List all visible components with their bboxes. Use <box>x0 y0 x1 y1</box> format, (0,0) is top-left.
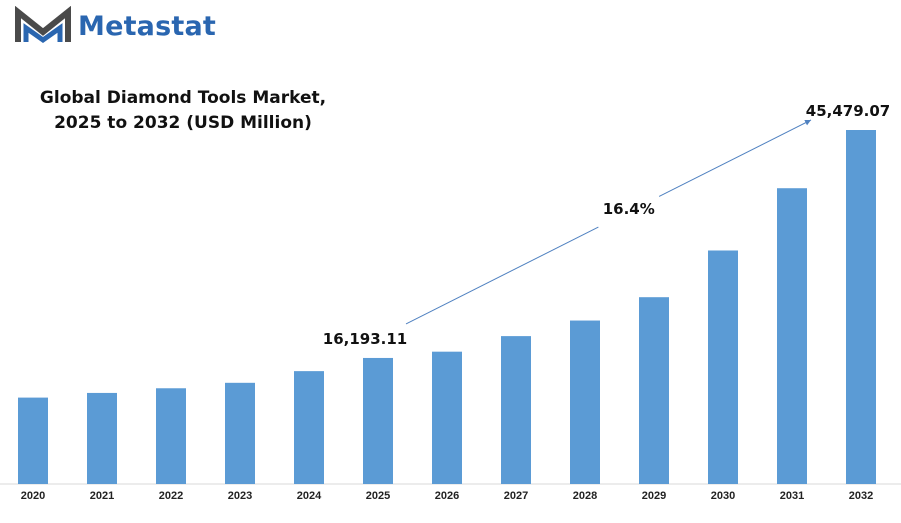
data-label-2025: 16,193.11 <box>323 330 407 348</box>
chart-subtitle: 2025 to 2032 (USD Million) <box>54 113 312 133</box>
bar-2030 <box>708 250 738 484</box>
x-tick-label: 2028 <box>573 490 597 502</box>
x-tick-label: 2029 <box>642 490 666 502</box>
bar-2022 <box>156 388 186 484</box>
bar-2023 <box>225 382 255 484</box>
x-tick-label: 2027 <box>504 490 528 502</box>
brand-logo: Metastat <box>14 6 216 46</box>
bar-2020 <box>18 397 48 484</box>
bar-2026 <box>432 351 462 484</box>
data-label-2032: 45,479.07 <box>806 102 890 120</box>
bar-2025 <box>363 357 393 484</box>
bar-2031 <box>777 188 807 485</box>
cagr-label: 16.4% <box>603 200 655 218</box>
x-tick-label: 2022 <box>159 490 183 502</box>
bar-2027 <box>501 336 531 484</box>
bar-2032 <box>846 130 876 484</box>
x-tick-label: 2032 <box>849 490 873 502</box>
x-tick-label: 2030 <box>711 490 735 502</box>
chart-title-block: Global Diamond Tools Market, 2025 to 203… <box>18 86 348 136</box>
brand-name: Metastat <box>78 10 217 42</box>
m-chevron-logo-icon <box>15 6 71 44</box>
cagr-arrow <box>658 119 812 197</box>
bar-2021 <box>87 392 117 484</box>
x-tick-label: 2026 <box>435 490 459 502</box>
x-tick-label: 2031 <box>780 490 804 502</box>
x-tick-label: 2025 <box>366 490 390 502</box>
x-tick-label: 2024 <box>297 490 322 502</box>
bar-2028 <box>570 320 600 484</box>
x-tick-label: 2021 <box>90 490 114 502</box>
x-tick-label: 2020 <box>21 490 45 502</box>
bar-2024 <box>294 371 324 484</box>
cagr-arrow-segment <box>405 226 599 325</box>
x-tick-label: 2023 <box>228 490 252 502</box>
bar-2029 <box>639 297 669 484</box>
chart-title: Global Diamond Tools Market, <box>39 88 327 108</box>
